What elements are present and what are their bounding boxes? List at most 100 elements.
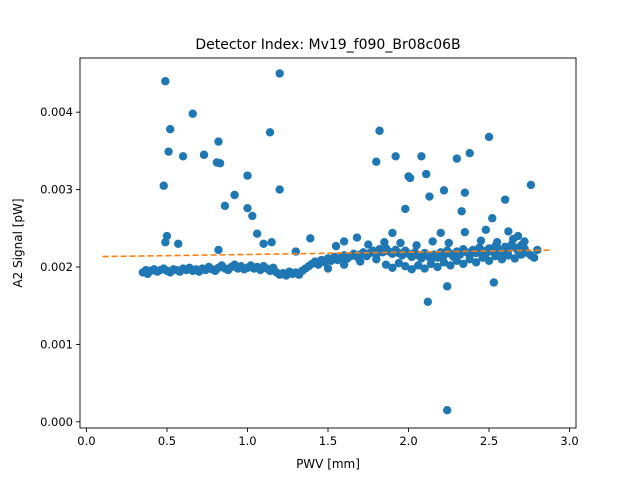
scatter-point [504,227,513,236]
scatter-point [520,237,529,246]
scatter-point [159,181,168,190]
scatter-point [484,132,494,142]
plot-area [80,58,576,428]
scatter-point [460,188,470,197]
x-tick-label: 0.0 [77,434,95,448]
scatter-point [199,150,209,159]
chart-title: Detector Index: Mv19_f090_Br08c06B [195,37,460,53]
scatter-point [439,186,449,195]
scatter-point [380,238,389,247]
scatter-point [413,261,423,270]
scatter-point [174,239,183,248]
scatter-point [405,173,415,183]
plot-frame [79,57,577,429]
scatter-point [339,237,349,246]
scatter-point [306,234,315,243]
scatter-point [452,154,462,163]
scatter-point [504,251,513,260]
scatter-point [391,152,400,161]
scatter-point [275,69,284,78]
scatter-point [457,207,466,216]
scatter-point [214,137,223,146]
scatter-point [420,264,429,273]
scatter-point [428,237,437,246]
x-tick-label: 2.5 [480,434,498,448]
scatter-point [388,228,397,238]
scatter-point [510,254,520,263]
x-axis-label: PWV [mm] [296,457,360,471]
scatter-point [452,256,462,266]
scatter-point [407,265,416,274]
scatter-point [265,128,275,137]
fit-line [102,249,551,258]
scatter-point [422,169,431,179]
scatter-point [243,203,252,213]
y-tick-label: 0.002 [40,260,73,274]
scatter-point [215,159,225,168]
x-tick-label: 2.0 [399,434,417,448]
y-axis-label: A2 Signal [pW] [11,198,25,287]
scatter-point [252,229,262,238]
scatter-point [375,126,384,135]
scatter-point [439,258,449,267]
scatter-point [484,256,494,266]
scatter-point [352,233,362,242]
scatter-point [442,282,452,291]
scatter-point [433,262,442,272]
scatter-point [526,180,536,190]
scatter-point [230,190,239,200]
scatter-point [220,201,230,211]
scatter-point [372,157,381,166]
y-tick-label: 0.003 [40,183,73,197]
scatter-point [517,250,526,259]
y-tick-label: 0.001 [40,337,73,351]
scatter-point [339,260,349,269]
scatter-point [356,257,365,266]
scatter-point [436,228,445,238]
x-tick-label: 0.5 [158,434,176,448]
y-tick-label: 0.004 [40,105,73,119]
scatter-point [412,241,421,250]
scatter-point [178,152,188,161]
scatter-point [489,278,499,287]
scatter-point [401,262,410,271]
scatter-point [460,227,470,237]
scatter-point [275,185,284,194]
scatter-point [478,253,487,262]
scatter-point [491,251,500,261]
x-tick-label: 1.0 [238,434,256,448]
scatter-point [465,149,474,158]
scatter-point [381,260,391,269]
scatter-point [497,255,507,264]
scatter-point [372,255,381,264]
scatter-point [248,211,257,221]
scatter-point [214,245,223,255]
scatter-point [161,77,170,86]
x-tick-label: 1.5 [319,434,337,448]
scatter-point [529,253,539,262]
scatter-point [459,259,468,269]
scatter-point [396,238,405,248]
scatter-point [188,109,197,118]
scatter-point [446,261,455,270]
scatter-point [492,238,502,247]
scatter-point [423,297,433,307]
scatter-point [417,152,426,161]
scatter-point [364,240,373,249]
scatter-point [476,236,486,245]
scatter-point [426,259,436,269]
scatter-point [425,192,434,201]
scatter-point [471,258,481,267]
scatter-point [481,225,491,235]
scatter-point [165,125,175,134]
axes-layer: 0.0 0.5 1.0 1.5 2.0 2.5 3.0 0.000 0.001 0.002 0.00… [40,105,579,448]
scatter-point [394,258,404,268]
scatter-point [444,238,453,248]
x-tick-label: 3.0 [560,434,578,448]
scatter-point [259,239,268,248]
scatter-point [401,204,410,214]
scatter-point [323,264,333,273]
scatter-point [465,255,474,264]
scatter-point [267,238,276,247]
